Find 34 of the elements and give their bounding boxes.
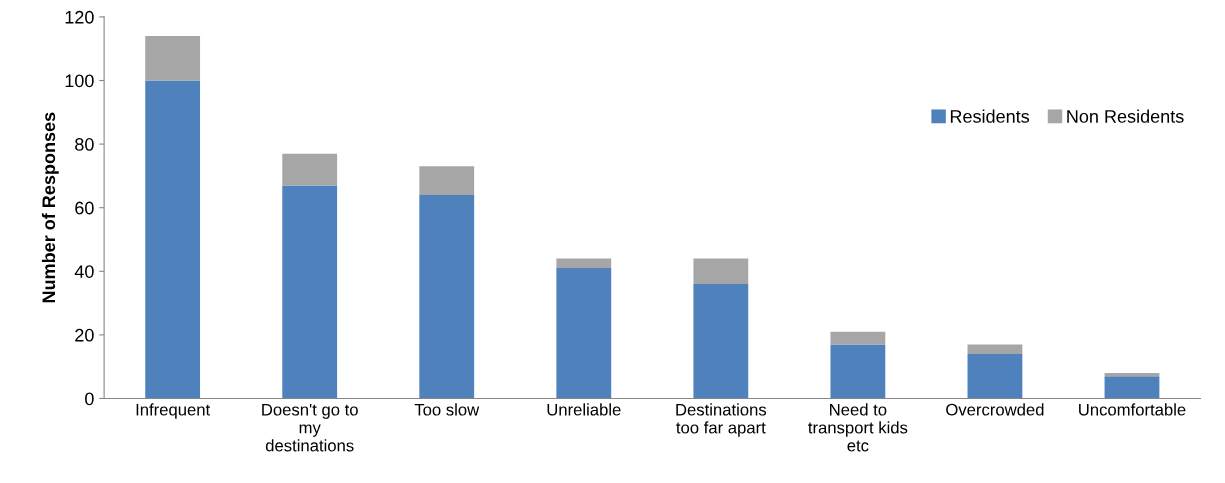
bar — [830, 331, 886, 345]
bar — [556, 258, 612, 269]
bar — [1104, 376, 1160, 399]
legend-label: Residents — [950, 109, 1030, 123]
x-tick-label: Doesn't go to my destinations — [262, 403, 358, 452]
bar — [282, 185, 338, 399]
y-axis-title: Number of Responses — [41, 112, 59, 303]
x-tick-label: Uncomfortable — [1079, 403, 1186, 416]
bar — [1104, 373, 1160, 377]
x-tick-label: Overcrowded — [946, 403, 1044, 416]
legend-label: Non Residents — [1067, 109, 1184, 123]
bar — [282, 153, 338, 186]
bar — [419, 166, 475, 195]
bar — [693, 284, 749, 399]
y-tick-label: 60 — [75, 201, 94, 215]
bar — [556, 268, 612, 399]
x-tick-label: Infrequent — [136, 403, 211, 419]
x-tick-label: Too slow — [414, 403, 480, 416]
y-tick-label: 0 — [85, 392, 94, 406]
bar — [145, 35, 201, 81]
y-tick-label: 20 — [75, 328, 94, 342]
x-tick-label: Unreliable — [547, 403, 621, 416]
y-tick-label: 100 — [65, 74, 94, 88]
y-tick-label: 40 — [74, 265, 94, 279]
y-tick-label: 120 — [65, 10, 94, 24]
bar — [419, 194, 475, 399]
bar — [145, 80, 201, 399]
x-tick-label: Need to transport kids etc — [808, 403, 908, 452]
y-tick-label: 80 — [75, 138, 94, 151]
bar — [830, 344, 886, 399]
bar — [967, 344, 1023, 354]
bar — [693, 258, 749, 284]
bar — [967, 353, 1023, 399]
x-tick-label: Destinations too far apart — [676, 403, 767, 437]
